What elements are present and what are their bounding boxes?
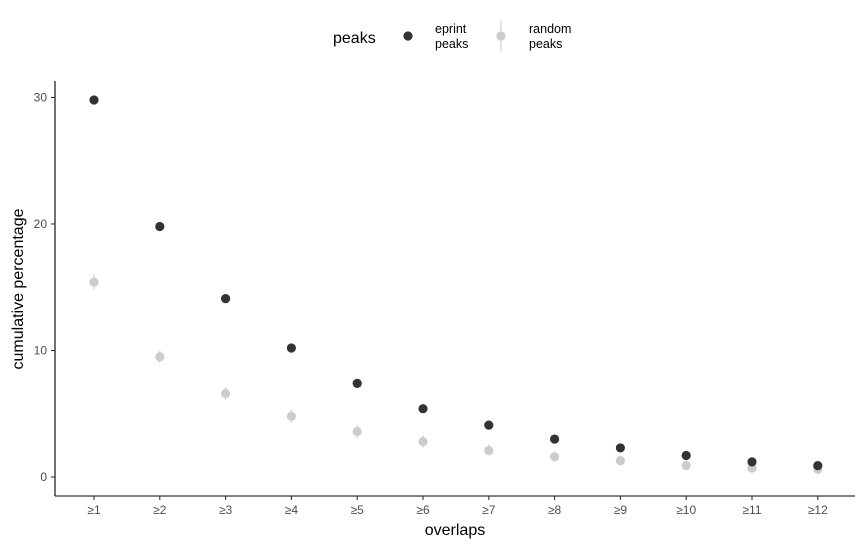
eprint-peaks-point	[813, 461, 823, 471]
eprint-peaks-point	[615, 443, 626, 453]
random-peaks-point	[747, 463, 757, 473]
random-peaks-point	[418, 436, 428, 447]
y-tick-label: 10	[34, 343, 48, 357]
eprint-peaks-point	[484, 420, 494, 430]
series-random-peaks	[89, 274, 823, 475]
random-peaks-point	[221, 388, 231, 399]
x-tick-label: ≥6	[416, 503, 430, 517]
x-axis-title: overlaps	[425, 522, 485, 539]
x-tick-label: ≥1	[87, 503, 101, 517]
eprint-peaks-point	[550, 434, 560, 444]
axes: 0 10 20 30 ≥1 ≥2 ≥3 ≥4 ≥5 ≥6 ≥7 ≥8 ≥9 ≥10 ≥11 ≥12	[34, 81, 855, 517]
random-peaks-point	[484, 445, 494, 456]
x-tick-label: ≥7	[482, 503, 496, 517]
x-ticks: ≥1 ≥2 ≥3 ≥4 ≥5 ≥6 ≥7 ≥8 ≥9 ≥10 ≥11 ≥12	[87, 496, 828, 517]
legend-label-eprint-line1: eprint	[435, 22, 467, 36]
x-tick-label: ≥9	[614, 503, 628, 517]
y-tick-label: 20	[34, 217, 48, 231]
eprint-peaks-point	[286, 343, 296, 353]
eprint-peaks-point	[89, 95, 99, 105]
x-tick-label: ≥4	[285, 503, 299, 517]
x-tick-label: ≥8	[548, 503, 562, 517]
legend-key-random-peaks	[496, 31, 506, 41]
eprint-peaks-point	[418, 404, 428, 414]
legend-label-random-line1: random	[529, 22, 571, 36]
eprint-peaks-point	[352, 378, 362, 388]
legend-title: peaks	[333, 30, 376, 47]
eprint-peaks-point	[681, 450, 691, 461]
eprint-peaks-point	[221, 294, 231, 304]
legend-key-eprint-peaks	[403, 31, 413, 41]
y-tick-label: 30	[34, 90, 48, 104]
x-tick-label: ≥10	[676, 503, 696, 517]
random-peaks-point	[89, 277, 99, 287]
random-peaks-point	[352, 426, 362, 437]
random-peaks-point	[550, 452, 560, 462]
x-tick-label: ≥11	[742, 503, 761, 517]
x-tick-label: ≥2	[153, 503, 167, 517]
x-tick-label: ≥5	[351, 503, 365, 517]
series-eprint-peaks	[89, 95, 823, 471]
eprint-peaks-point	[747, 457, 757, 467]
random-peaks-point	[155, 352, 165, 362]
legend: peaks eprint peaks random peaks	[333, 21, 571, 51]
random-peaks-point	[681, 461, 691, 471]
random-peaks-point	[286, 411, 296, 421]
y-axis-title: cumulative percentage	[10, 208, 27, 369]
x-tick-label: ≥3	[219, 503, 233, 517]
y-ticks: 0 10 20 30	[34, 90, 55, 484]
y-tick-label: 0	[40, 470, 47, 484]
x-tick-label: ≥12	[808, 503, 828, 517]
legend-label-random-line2: peaks	[529, 37, 562, 51]
random-peaks-point	[615, 455, 626, 466]
eprint-peaks-point	[155, 221, 165, 232]
legend-label-eprint-line2: peaks	[435, 37, 468, 51]
